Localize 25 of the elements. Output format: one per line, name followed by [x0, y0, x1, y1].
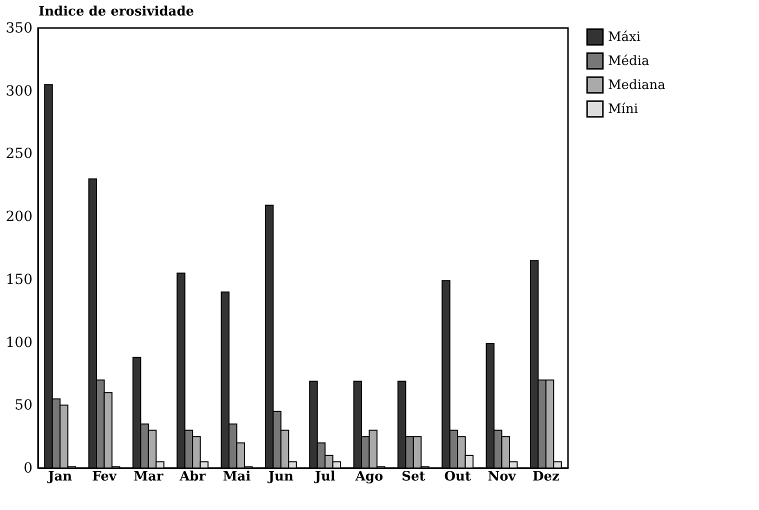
y-axis-title: Indice de erosividade [38, 4, 194, 20]
y-tick-label: 0 [24, 460, 32, 476]
x-tick-label: Jan [47, 470, 73, 484]
x-tick-label: Ago [354, 470, 384, 484]
y-tick-label: 200 [6, 209, 32, 226]
y-tick-label: 150 [6, 272, 32, 288]
legend-label: Máxi [608, 30, 641, 45]
x-tick-label: Dez [532, 470, 560, 484]
y-tick-label: 250 [6, 146, 32, 162]
x-tick-label: Jul [314, 470, 336, 484]
x-tick-label: Fev [92, 470, 117, 484]
y-tick-label: 300 [6, 83, 32, 100]
x-tick-label: Abr [178, 470, 206, 484]
x-tick-label: Set [402, 470, 426, 484]
x-tick-label: Mar [134, 470, 164, 484]
y-tick-label: 100 [6, 334, 32, 351]
y-tick-label: 50 [14, 398, 32, 414]
legend-label: Mediana [608, 78, 666, 93]
legend-label: Média [608, 54, 650, 69]
x-tick-label: Out [444, 470, 471, 484]
x-tick-label: Mai [222, 470, 251, 484]
x-tick-label: Nov [488, 470, 516, 484]
x-tick-label: Jun [267, 470, 294, 484]
y-tick-label: 350 [6, 20, 32, 36]
legend-label: Míni [608, 102, 638, 117]
